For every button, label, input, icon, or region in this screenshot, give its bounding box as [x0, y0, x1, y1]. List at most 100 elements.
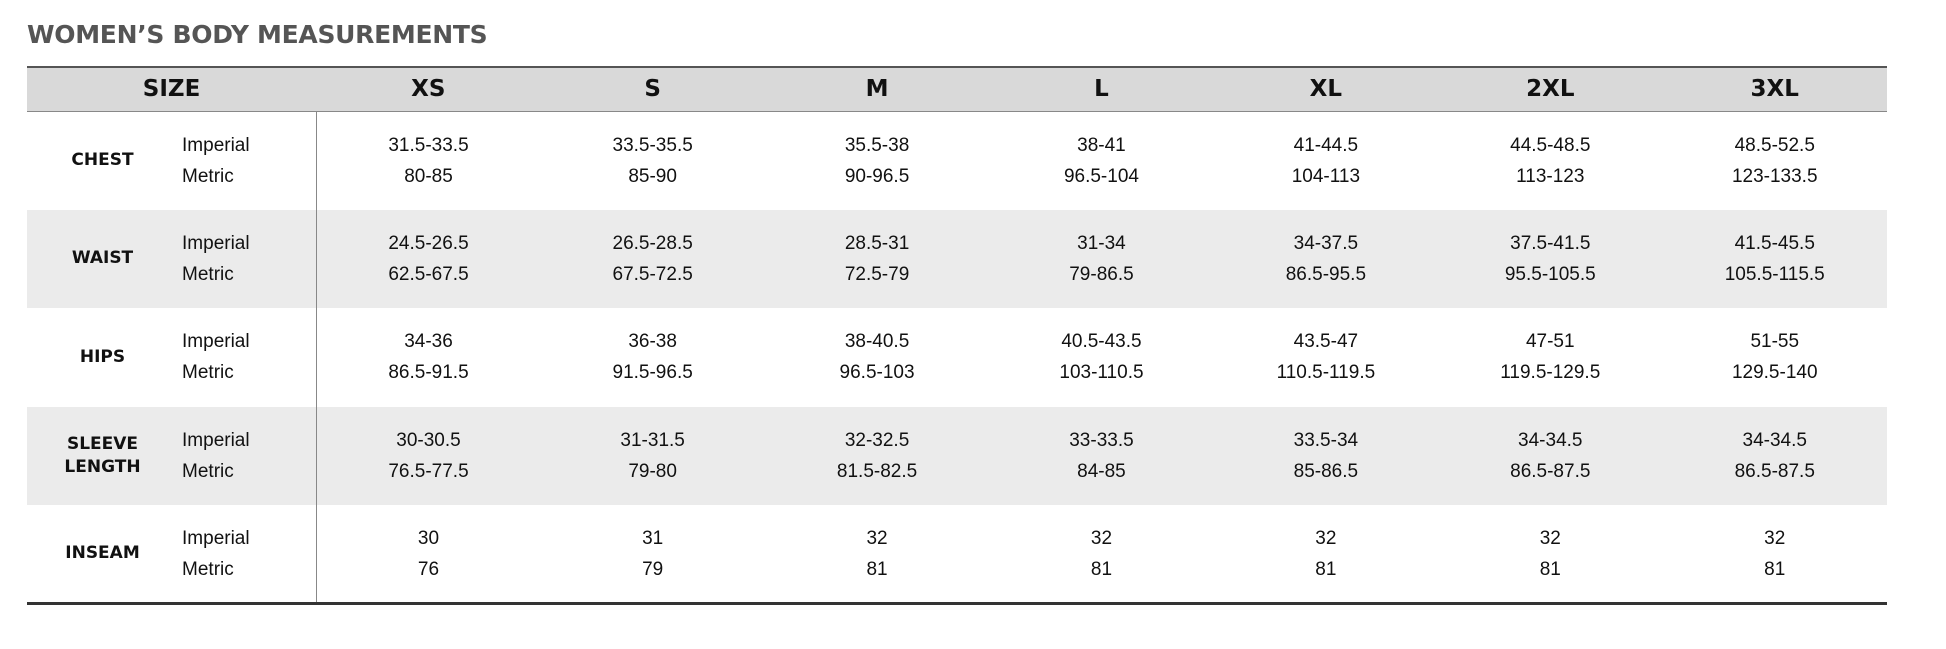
metric-value: 76.5-77.5 — [388, 461, 469, 483]
metric-value: 79-86.5 — [1069, 263, 1134, 285]
category-label: INSEAM — [65, 543, 140, 564]
measurement-cell: 38-41 96.5-104 — [989, 111, 1213, 210]
measurement-cell: 34-36 86.5-91.5 — [316, 308, 540, 407]
metric-value: 86.5-87.5 — [1510, 461, 1591, 483]
metric-value: 95.5-105.5 — [1504, 263, 1596, 285]
imperial-value: 35.5-38 — [844, 134, 910, 156]
imperial-value: 32 — [1764, 527, 1786, 549]
size-column-header: L — [989, 67, 1214, 112]
imperial-value: 24.5-26.5 — [388, 232, 469, 254]
category-label: SLEEVE — [66, 434, 139, 455]
imperial-value: 31-34 — [1077, 232, 1126, 254]
metric-value: 81 — [1539, 558, 1561, 580]
metric-value: 79-80 — [628, 461, 677, 483]
metric-value: 81.5-82.5 — [836, 461, 918, 483]
measurement-cell: 32 81 — [1662, 505, 1887, 604]
metric-value: 123-133.5 — [1731, 165, 1818, 187]
metric-value: 62.5-67.5 — [388, 263, 469, 285]
metric-value: 84-85 — [1077, 461, 1126, 483]
metric-value: 96.5-103 — [839, 362, 915, 384]
measurement-cell: 31 79 — [540, 505, 764, 604]
measurement-cell: 31.5-33.5 80-85 — [316, 111, 540, 210]
metric-value: 113-123 — [1516, 165, 1585, 187]
metric-value: 81 — [1315, 558, 1337, 580]
unit-system-labels: Imperial Metric — [178, 209, 317, 309]
table-row: CHEST Imperial Metric 31.5-33.5 80-85 33.5-35… — [27, 111, 1887, 210]
measurement-cell: 37.5-41.5 95.5-105.5 — [1438, 210, 1662, 309]
imperial-value: 26.5-28.5 — [612, 232, 693, 254]
measurement-cell: 32 81 — [1438, 505, 1662, 604]
imperial-value: 41.5-45.5 — [1734, 232, 1815, 254]
measurement-cell: 30 76 — [316, 505, 540, 604]
measurement-category: CHEST — [27, 111, 178, 210]
category-label: LENGTH — [64, 457, 141, 478]
measurement-cell: 32 81 — [1214, 505, 1438, 604]
size-column-header: 3XL — [1662, 67, 1887, 112]
measurement-cell: 41.5-45.5 105.5-115.5 — [1662, 210, 1887, 309]
size-column-header: XS — [316, 67, 541, 112]
measurement-cell: 47-51 119.5-129.5 — [1438, 308, 1662, 407]
size-column-header: 2XL — [1438, 67, 1663, 112]
unit-system-labels: Imperial Metric — [178, 308, 317, 407]
imperial-value: 41-44.5 — [1293, 134, 1359, 156]
measurement-cell: 44.5-48.5 113-123 — [1438, 111, 1662, 210]
imperial-value: 34-37.5 — [1293, 232, 1359, 254]
imperial-value: 48.5-52.5 — [1734, 134, 1815, 156]
metric-value: 81 — [1090, 558, 1113, 580]
measurement-cell: 36-38 91.5-96.5 — [540, 308, 764, 407]
imperial-value: 33.5-34 — [1293, 430, 1359, 452]
metric-value: 81 — [1764, 558, 1786, 580]
size-header: SIZE — [27, 67, 317, 112]
measurement-cell: 26.5-28.5 67.5-72.5 — [540, 210, 764, 309]
imperial-value: 37.5-41.5 — [1510, 232, 1591, 254]
metric-value: 104-113 — [1291, 165, 1361, 187]
measurement-cell: 33-33.5 84-85 — [989, 407, 1213, 506]
measurement-category: WAIST — [27, 210, 178, 309]
measurement-category: SLEEVE LENGTH — [27, 407, 178, 506]
table-row: SLEEVE LENGTH Imperial Metric 30-30.5 76.5-77… — [27, 406, 1887, 506]
imperial-value: 31 — [642, 527, 664, 549]
imperial-value: 51-55 — [1750, 331, 1800, 353]
metric-value: 110.5-119.5 — [1276, 362, 1376, 384]
page-title: WOMEN’S BODY MEASUREMENTS — [27, 20, 488, 49]
imperial-value: 36-38 — [628, 331, 677, 353]
measurement-cell: 51-55 129.5-140 — [1662, 308, 1887, 407]
measurement-cell: 28.5-31 72.5-79 — [765, 210, 989, 309]
imperial-value: 30-30.5 — [396, 430, 461, 452]
measurement-cell: 32-32.5 81.5-82.5 — [765, 407, 989, 506]
metric-value: 103-110.5 — [1059, 362, 1144, 384]
measurement-cell: 43.5-47 110.5-119.5 — [1214, 308, 1438, 407]
measurement-cell: 33.5-34 85-86.5 — [1214, 407, 1438, 506]
imperial-value: 38-41 — [1077, 134, 1126, 156]
metric-label: Metric — [182, 362, 234, 384]
metric-label: Metric — [182, 558, 234, 580]
metric-value: 90-96.5 — [844, 165, 910, 187]
measurement-cell: 35.5-38 90-96.5 — [765, 111, 989, 210]
imperial-value: 32 — [1315, 527, 1337, 549]
imperial-value: 43.5-47 — [1293, 331, 1359, 353]
imperial-value: 34-36 — [404, 331, 453, 353]
size-column-header: S — [540, 67, 765, 112]
unit-system-labels: Imperial Metric — [178, 505, 317, 604]
metric-value: 119.5-129.5 — [1500, 362, 1601, 384]
imperial-value: 38-40.5 — [844, 331, 910, 353]
measurement-cell: 30-30.5 76.5-77.5 — [316, 407, 540, 506]
unit-system-labels: Imperial Metric — [178, 111, 317, 210]
measurement-cell: 40.5-43.5 103-110.5 — [989, 308, 1213, 407]
metric-value: 85-86.5 — [1293, 461, 1359, 483]
imperial-value: 34-34.5 — [1518, 430, 1583, 452]
imperial-value: 32 — [1090, 527, 1113, 549]
metric-label: Metric — [182, 165, 234, 187]
imperial-value: 34-34.5 — [1742, 430, 1807, 452]
imperial-value: 31.5-33.5 — [388, 134, 469, 156]
metric-value: 86.5-95.5 — [1285, 263, 1367, 285]
measurement-cell: 24.5-26.5 62.5-67.5 — [316, 210, 540, 309]
measurement-cell: 32 81 — [989, 505, 1213, 604]
category-label: CHEST — [71, 150, 134, 171]
header-row: SIZE XS S M L XL 2XL 3XL — [27, 67, 1887, 112]
metric-value: 81 — [866, 558, 888, 580]
metric-value: 72.5-79 — [844, 263, 910, 285]
imperial-value: 30 — [417, 527, 440, 549]
metric-value: 105.5-115.5 — [1724, 263, 1825, 285]
imperial-value: 47-51 — [1525, 331, 1575, 353]
